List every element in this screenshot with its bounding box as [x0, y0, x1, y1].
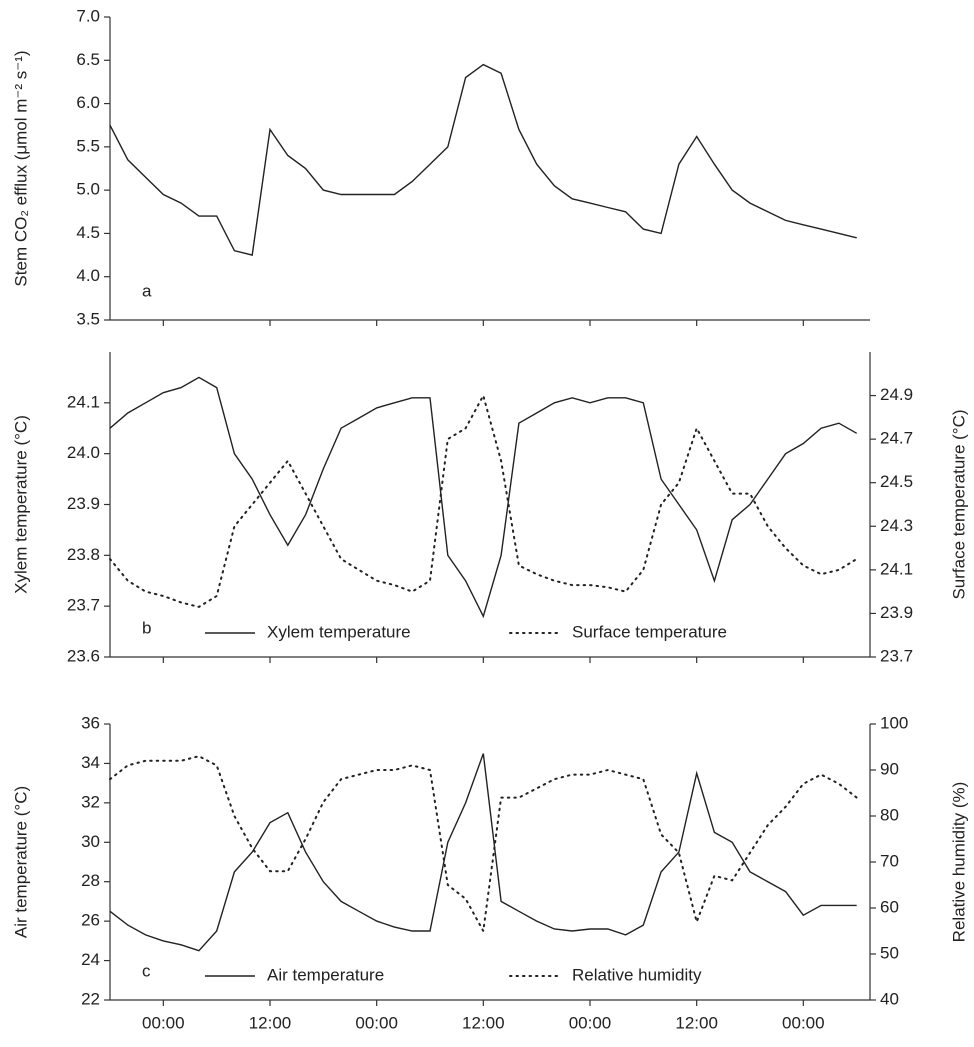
- y2-tick-label: 60: [880, 897, 899, 916]
- y2-tick-label: 40: [880, 989, 899, 1008]
- y-tick-label: 7.0: [76, 6, 100, 25]
- y2-tick-label: 24.9: [880, 385, 913, 404]
- panel-label: a: [142, 281, 152, 300]
- y-tick-label: 34: [81, 753, 100, 772]
- data-line: [109, 392, 858, 608]
- panel-label: c: [142, 961, 151, 980]
- y-tick-label: 4.5: [76, 223, 100, 242]
- y-tick-label: 24.1: [67, 392, 100, 411]
- legend-label: Relative humidity: [572, 965, 702, 984]
- y-tick-label: 32: [81, 792, 100, 811]
- y-tick-label: 23.8: [67, 545, 100, 564]
- y2-tick-label: 90: [880, 759, 899, 778]
- y2-tick-label: 80: [880, 805, 899, 824]
- y-tick-label: 28: [81, 871, 100, 890]
- x-tick-label: 00:00: [569, 1013, 612, 1032]
- y2-tick-label: 24.1: [880, 559, 913, 578]
- y-tick-label: 23.9: [67, 494, 100, 513]
- y2-tick-label: 100: [880, 713, 908, 732]
- y-tick-label: 5.0: [76, 180, 100, 199]
- y-axis-title: Air temperature (°C): [11, 786, 30, 938]
- x-tick-label: 00:00: [355, 1013, 398, 1032]
- x-tick-label: 00:00: [142, 1013, 185, 1032]
- y2-axis-title: Surface temperature (°C): [949, 409, 968, 599]
- y-tick-label: 22: [81, 989, 100, 1008]
- x-tick-label: 12:00: [249, 1013, 292, 1032]
- y2-tick-label: 24.7: [880, 429, 913, 448]
- y-tick-label: 36: [81, 713, 100, 732]
- y-tick-label: 4.0: [76, 266, 100, 285]
- y-tick-label: 23.6: [67, 646, 100, 665]
- y-tick-label: 24.0: [67, 443, 100, 462]
- y-axis-title: Xylem temperature (°C): [11, 415, 30, 594]
- y-tick-label: 26: [81, 911, 100, 930]
- y2-tick-label: 70: [880, 851, 899, 870]
- y-tick-label: 23.7: [67, 596, 100, 615]
- y2-tick-label: 24.3: [880, 516, 913, 535]
- data-line: [109, 63, 857, 256]
- y2-tick-label: 24.5: [880, 472, 913, 491]
- y2-tick-label: 23.9: [880, 603, 913, 622]
- y-tick-label: 30: [81, 832, 100, 851]
- y-axis-title: Stem CO₂ efflux (μmol m⁻² s⁻¹): [11, 50, 30, 286]
- data-line: [109, 755, 858, 935]
- y-tick-label: 6.5: [76, 50, 100, 69]
- legend-label: Air temperature: [267, 965, 384, 984]
- data-line: [109, 753, 857, 952]
- y2-tick-label: 50: [880, 943, 899, 962]
- data-line: [109, 376, 858, 619]
- y2-axis-title: Relative humidity (%): [949, 782, 968, 943]
- y-tick-label: 3.5: [76, 309, 100, 328]
- y-tick-label: 5.5: [76, 136, 100, 155]
- x-tick-label: 12:00: [462, 1013, 505, 1032]
- panel-label: b: [142, 618, 151, 637]
- y-tick-label: 6.0: [76, 93, 100, 112]
- x-tick-label: 12:00: [675, 1013, 718, 1032]
- y-tick-label: 24: [81, 950, 100, 969]
- legend-label: Surface temperature: [572, 622, 727, 641]
- y2-tick-label: 23.7: [880, 646, 913, 665]
- x-tick-label: 00:00: [782, 1013, 825, 1032]
- legend-label: Xylem temperature: [267, 622, 411, 641]
